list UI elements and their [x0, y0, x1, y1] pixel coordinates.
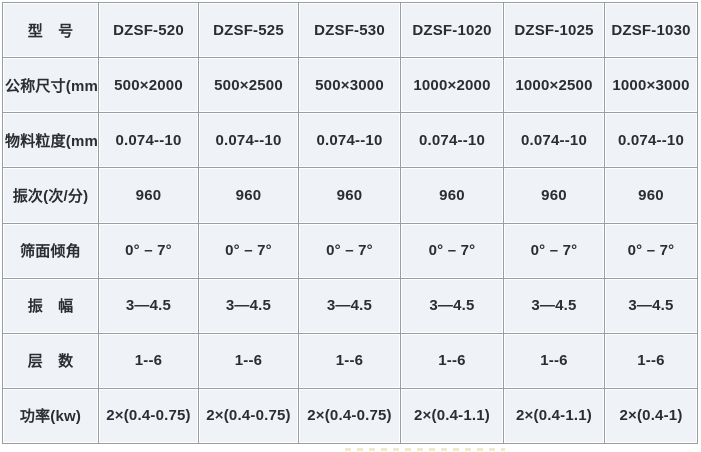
value-cell: 3—4.5 — [604, 277, 698, 334]
value-cell: 960 — [503, 167, 605, 224]
row-header-nominal-size: 公称尺寸(mm) — [2, 57, 99, 114]
value-cell: 1--6 — [604, 332, 698, 389]
value-cell: DZSF-1025 — [503, 1, 605, 59]
value-cell: 2×(0.4-0.75) — [98, 387, 199, 445]
value-cell: 1000×2000 — [400, 57, 504, 114]
value-cell: 960 — [400, 167, 504, 224]
value-cell: 1--6 — [503, 332, 605, 389]
table-row-vibration-frequency: 振次(次/分) 960 960 960 960 960 960 — [2, 167, 698, 224]
value-cell: 3—4.5 — [298, 277, 401, 334]
value-cell: 960 — [604, 167, 698, 224]
value-cell: 2×(0.4-0.75) — [198, 387, 299, 445]
value-cell: DZSF-525 — [198, 1, 299, 59]
value-cell: 0° – 7° — [400, 222, 504, 279]
value-cell: 0° – 7° — [98, 222, 199, 279]
row-header-amplitude: 振 幅 — [2, 277, 99, 334]
value-cell: 0.074--10 — [503, 112, 605, 169]
value-cell: 2×(0.4-1.1) — [400, 387, 504, 445]
value-cell: DZSF-520 — [98, 1, 199, 59]
value-cell: 1--6 — [98, 332, 199, 389]
value-cell: DZSF-1030 — [604, 1, 698, 59]
value-cell: 2×(0.4-1) — [604, 387, 698, 445]
table-row-model: 型 号 DZSF-520 DZSF-525 DZSF-530 DZSF-1020… — [2, 1, 698, 59]
value-cell: 500×2000 — [98, 57, 199, 114]
value-cell: 500×2500 — [198, 57, 299, 114]
table-row-particle-size: 物料粒度(mm) 0.074--10 0.074--10 0.074--10 0… — [2, 112, 698, 169]
value-cell: 0.074--10 — [198, 112, 299, 169]
value-cell: 1--6 — [298, 332, 401, 389]
value-cell: 0° – 7° — [198, 222, 299, 279]
row-header-power: 功率(kw) — [2, 387, 99, 445]
value-cell: 960 — [98, 167, 199, 224]
value-cell: 0° – 7° — [298, 222, 401, 279]
value-cell: 1--6 — [198, 332, 299, 389]
value-cell: 960 — [198, 167, 299, 224]
value-cell: 0.074--10 — [400, 112, 504, 169]
row-header-vibration-frequency: 振次(次/分) — [2, 167, 99, 224]
value-cell: 3—4.5 — [503, 277, 605, 334]
table-row-layers: 层 数 1--6 1--6 1--6 1--6 1--6 1--6 — [2, 332, 698, 389]
value-cell: DZSF-1020 — [400, 1, 504, 59]
value-cell: 1000×2500 — [503, 57, 605, 114]
row-header-screen-angle: 筛面倾角 — [2, 222, 99, 279]
value-cell: 960 — [298, 167, 401, 224]
table-row-nominal-size: 公称尺寸(mm) 500×2000 500×2500 500×3000 1000… — [2, 57, 698, 114]
table-row-screen-angle: 筛面倾角 0° – 7° 0° – 7° 0° – 7° 0° – 7° 0° … — [2, 222, 698, 279]
value-cell: 3—4.5 — [98, 277, 199, 334]
value-cell: 1000×3000 — [604, 57, 698, 114]
value-cell: DZSF-530 — [298, 1, 401, 59]
row-header-particle-size: 物料粒度(mm) — [2, 112, 99, 169]
spec-table: 型 号 DZSF-520 DZSF-525 DZSF-530 DZSF-1020… — [2, 1, 698, 445]
value-cell: 1--6 — [400, 332, 504, 389]
cutoff-content-artifact — [345, 448, 505, 451]
value-cell: 0° – 7° — [503, 222, 605, 279]
value-cell: 0° – 7° — [604, 222, 698, 279]
table-row-power: 功率(kw) 2×(0.4-0.75) 2×(0.4-0.75) 2×(0.4-… — [2, 387, 698, 445]
value-cell: 0.074--10 — [298, 112, 401, 169]
value-cell: 500×3000 — [298, 57, 401, 114]
row-header-layers: 层 数 — [2, 332, 99, 389]
value-cell: 3—4.5 — [400, 277, 504, 334]
table-row-amplitude: 振 幅 3—4.5 3—4.5 3—4.5 3—4.5 3—4.5 3—4.5 — [2, 277, 698, 334]
value-cell: 3—4.5 — [198, 277, 299, 334]
value-cell: 0.074--10 — [98, 112, 199, 169]
spec-table-container: 型 号 DZSF-520 DZSF-525 DZSF-530 DZSF-1020… — [2, 1, 698, 445]
row-header-model: 型 号 — [2, 1, 99, 59]
value-cell: 2×(0.4-0.75) — [298, 387, 401, 445]
value-cell: 0.074--10 — [604, 112, 698, 169]
value-cell: 2×(0.4-1.1) — [503, 387, 605, 445]
